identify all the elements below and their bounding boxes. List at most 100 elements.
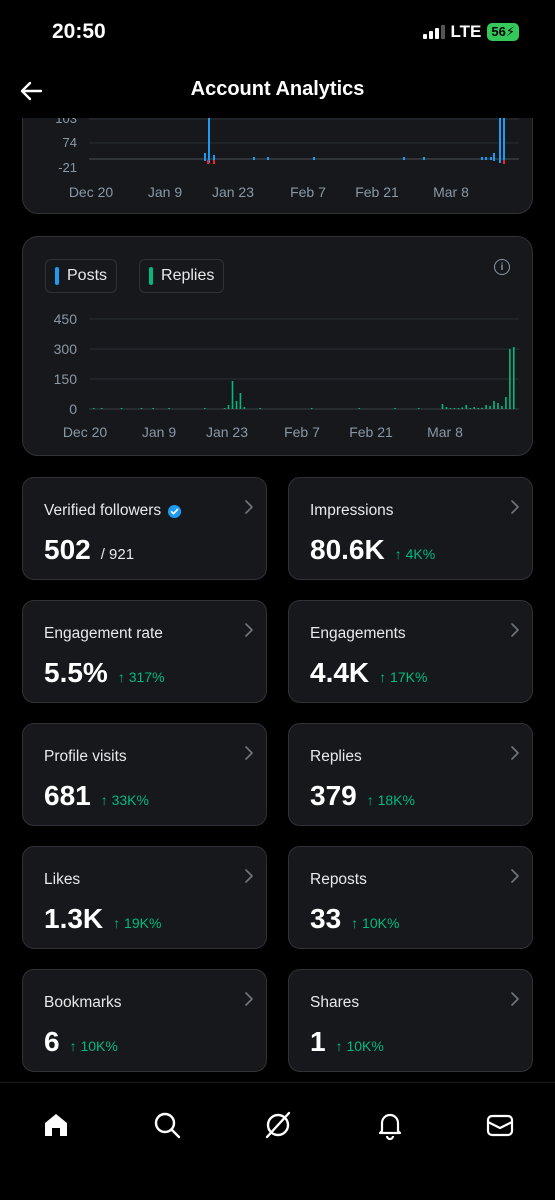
metric-value: 5.5%	[44, 657, 108, 688]
chevron-right-icon	[511, 869, 519, 883]
bar-replies	[505, 397, 507, 409]
nav-messages[interactable]	[484, 1109, 516, 1141]
metric-label: Bookmarks	[44, 994, 122, 1012]
y-tick-label: -21	[58, 160, 77, 175]
chevron-right-icon	[245, 500, 253, 514]
bar-replies	[243, 407, 246, 409]
metric-card-replies[interactable]: Replies 379 ↑ 18K%	[288, 723, 533, 826]
metric-label: Likes	[44, 871, 80, 889]
bar-replies	[509, 349, 511, 409]
nav-grok[interactable]	[262, 1109, 294, 1141]
metric-label-text: Engagements	[310, 625, 406, 642]
metric-value: 681	[44, 780, 91, 811]
legend-posts[interactable]: Posts	[45, 259, 118, 293]
metric-change: ↑ 10K%	[351, 915, 400, 931]
bar-negative	[207, 160, 209, 164]
bar-posts	[423, 157, 425, 160]
chart-legend: Posts Replies	[45, 259, 225, 293]
metric-card-profile-visits[interactable]: Profile visits 681 ↑ 33K%	[22, 723, 267, 826]
metric-card-reposts[interactable]: Reposts 33 ↑ 10K%	[288, 846, 533, 949]
metric-value: 4.4K	[310, 657, 370, 688]
y-tick-label: 450	[54, 311, 78, 327]
metric-change: ↑ 10K%	[335, 1038, 384, 1054]
metric-value: 1	[310, 1026, 326, 1057]
bar-replies	[223, 408, 226, 409]
bar-replies	[493, 401, 495, 409]
bar-posts	[403, 157, 405, 160]
bar-posts	[267, 157, 269, 160]
y-tick-label: 150	[54, 371, 78, 387]
metric-value-row: 5.5% ↑ 317%	[44, 657, 165, 689]
chevron-right-icon	[511, 623, 519, 637]
bar-posts	[208, 118, 210, 163]
bar-replies	[489, 406, 491, 409]
metric-card-shares[interactable]: Shares 1 ↑ 10K%	[288, 969, 533, 1072]
x-tick-label: Mar 8	[427, 424, 463, 440]
metric-card-impressions[interactable]: Impressions 80.6K ↑ 4K%	[288, 477, 533, 580]
bar-posts	[490, 157, 492, 160]
grok-icon	[265, 1111, 291, 1139]
bar-replies	[469, 408, 471, 409]
chevron-right-icon	[245, 623, 253, 637]
bar-replies	[477, 408, 479, 409]
metric-value: 379	[310, 780, 357, 811]
bar-replies	[457, 408, 460, 409]
legend-posts-label: Posts	[67, 267, 108, 284]
metric-label: Replies	[310, 748, 362, 766]
back-button[interactable]	[16, 76, 46, 106]
nav-home[interactable]	[40, 1109, 72, 1141]
bar-posts	[481, 157, 483, 160]
bar-replies	[239, 393, 242, 409]
metric-label: Shares	[310, 994, 359, 1012]
bar-replies	[310, 408, 313, 409]
metric-value: 502	[44, 534, 91, 565]
bar-replies	[168, 408, 170, 409]
metric-label-text: Profile visits	[44, 748, 127, 765]
bottom-nav	[0, 1082, 555, 1200]
bar-replies	[485, 405, 487, 409]
status-indicators: LTE 56⚡︎	[422, 22, 519, 42]
legend-replies[interactable]: Replies	[139, 259, 225, 293]
bar-replies	[152, 408, 154, 409]
chevron-right-icon	[245, 992, 253, 1006]
bar-posts	[485, 157, 487, 160]
metric-value-row: 502 / 921	[44, 534, 134, 566]
metric-label: Verified followers	[44, 502, 182, 520]
x-tick-label: Mar 8	[433, 184, 469, 200]
metric-card-engagement-rate[interactable]: Engagement rate 5.5% ↑ 317%	[22, 600, 267, 703]
info-icon[interactable]: i	[494, 259, 510, 275]
bar-replies	[513, 347, 515, 409]
metric-value: 6	[44, 1026, 60, 1057]
metric-change: ↑ 33K%	[100, 792, 149, 808]
bar-posts	[503, 118, 505, 163]
nav-notifications[interactable]	[374, 1109, 406, 1141]
metric-label-text: Replies	[310, 748, 362, 765]
bar-replies	[231, 381, 234, 409]
chevron-right-icon	[245, 746, 253, 760]
bar-replies	[417, 408, 420, 409]
metric-label-text: Shares	[310, 994, 360, 1011]
bar-replies	[204, 408, 206, 409]
bar-posts	[499, 118, 501, 163]
analytics-content[interactable]: 103 74 -21 Dec 20 Jan 9 Jan 23 Feb 7 Feb…	[0, 118, 555, 1082]
bar-replies	[465, 405, 468, 409]
chevron-right-icon	[245, 869, 253, 883]
metric-change: ↑ 4K%	[394, 546, 436, 562]
bar-replies	[501, 406, 503, 409]
metric-card-verified-followers[interactable]: Verified followers 502 / 921	[22, 477, 267, 580]
bar-replies	[227, 405, 230, 409]
metric-card-likes[interactable]: Likes 1.3K ↑ 19K%	[22, 846, 267, 949]
status-time: 20:50	[52, 20, 106, 43]
posts-swatch	[55, 267, 59, 285]
mail-icon	[486, 1114, 514, 1137]
metric-label-text: Engagement rate	[44, 625, 163, 642]
nav-search[interactable]	[151, 1109, 183, 1141]
search-icon	[154, 1112, 181, 1139]
metric-value: 80.6K	[310, 534, 385, 565]
metric-card-engagements[interactable]: Engagements 4.4K ↑ 17K%	[288, 600, 533, 703]
metric-change: ↑ 19K%	[113, 915, 162, 931]
metric-card-bookmarks[interactable]: Bookmarks 6 ↑ 10K%	[22, 969, 267, 1072]
header: Account Analytics	[0, 62, 555, 118]
bar-replies	[394, 408, 396, 409]
y-tick-label: 74	[63, 135, 77, 150]
